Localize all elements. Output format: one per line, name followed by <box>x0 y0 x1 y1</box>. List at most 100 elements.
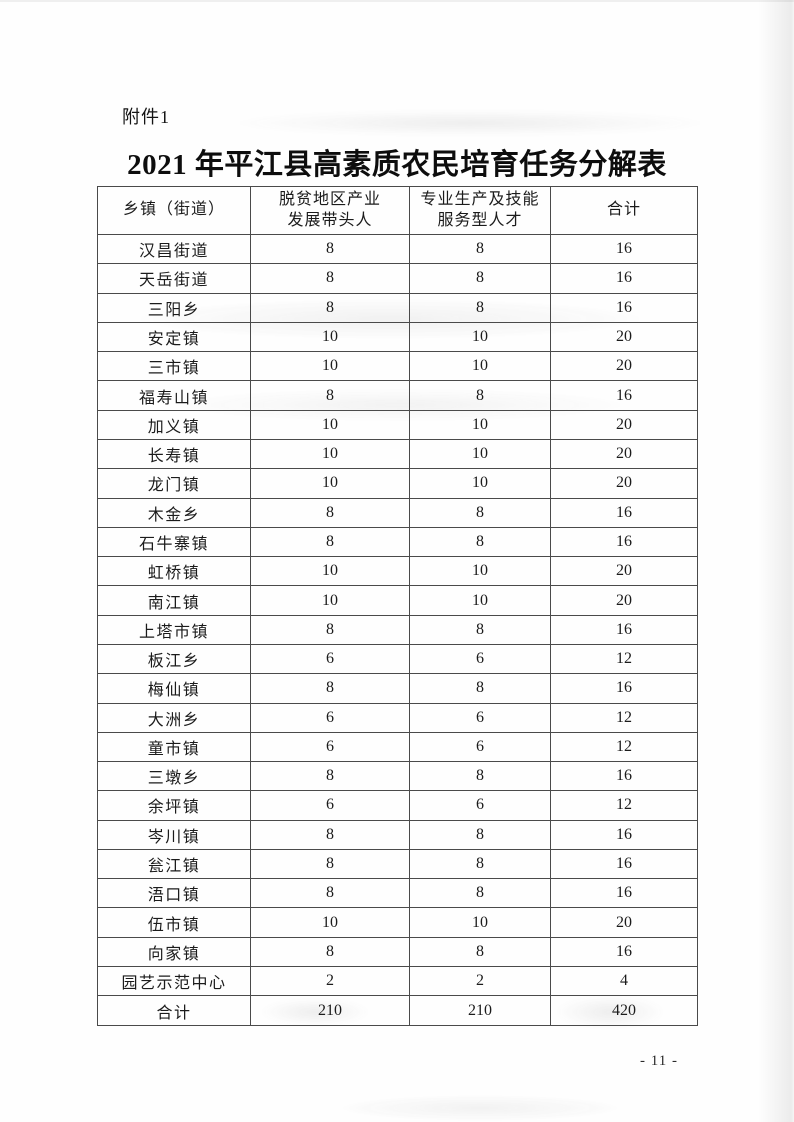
township-name-cell: 岑川镇 <box>97 819 251 850</box>
value-cell: 10 <box>250 409 410 440</box>
header-row: 乡镇（街道） 脱贫地区产业 发展带头人 专业生产及技能 服务型人才 合计 <box>97 186 698 235</box>
value-cell: 8 <box>250 526 410 558</box>
township-name-cell: 长寿镇 <box>97 438 251 470</box>
col-header-skill-service-talents: 专业生产及技能 服务型人才 <box>409 186 551 235</box>
task-table-container: 乡镇（街道） 脱贫地区产业 发展带头人 专业生产及技能 服务型人才 合计 汉昌街… <box>97 186 698 1026</box>
value-cell: 420 <box>550 995 698 1026</box>
township-name-cell: 石牛寨镇 <box>97 526 251 558</box>
value-cell: 10 <box>250 556 410 587</box>
value-cell: 6 <box>250 702 410 733</box>
table-row: 汉昌街道 8 8 16 <box>97 233 698 265</box>
value-cell: 8 <box>409 614 551 645</box>
township-name-cell: 梅仙镇 <box>97 673 251 704</box>
scan-smudge <box>230 110 710 136</box>
value-cell: 8 <box>250 233 410 265</box>
value-cell: 8 <box>250 673 410 704</box>
col-header-township: 乡镇（街道） <box>97 186 251 235</box>
value-cell: 20 <box>550 585 698 616</box>
value-cell: 8 <box>409 819 551 850</box>
value-cell: 16 <box>550 936 698 968</box>
township-name-cell: 福寿山镇 <box>97 380 251 411</box>
value-cell: 8 <box>250 292 410 323</box>
total-label-cell: 合计 <box>97 995 251 1026</box>
table-row: 伍市镇 10 10 20 <box>97 907 698 938</box>
value-cell: 6 <box>409 702 551 733</box>
value-cell: 10 <box>409 556 551 587</box>
table-row: 上塔市镇 8 8 16 <box>97 614 698 645</box>
document-title: 2021 年平江县高素质农民培育任务分解表 <box>127 149 667 181</box>
value-cell: 8 <box>409 233 551 265</box>
value-cell: 8 <box>409 848 551 880</box>
value-cell: 10 <box>409 438 551 470</box>
table-row: 安定镇 10 10 20 <box>97 321 698 353</box>
value-cell: 8 <box>409 673 551 704</box>
table-row: 板江乡 6 6 12 <box>97 643 698 675</box>
table-row: 三阳乡 8 8 16 <box>97 292 698 323</box>
value-cell: 20 <box>550 409 698 440</box>
value-cell: 210 <box>409 995 551 1026</box>
value-cell: 8 <box>250 848 410 880</box>
township-name-cell: 三墩乡 <box>97 761 251 792</box>
value-cell: 10 <box>250 351 410 382</box>
township-name-cell: 汉昌街道 <box>97 233 251 265</box>
value-cell: 16 <box>550 614 698 645</box>
township-name-cell: 天岳街道 <box>97 263 251 294</box>
value-cell: 8 <box>409 761 551 792</box>
table-row: 加义镇 10 10 20 <box>97 409 698 440</box>
value-cell: 20 <box>550 321 698 353</box>
value-cell: 20 <box>550 556 698 587</box>
value-cell: 16 <box>550 497 698 528</box>
township-name-cell: 三阳乡 <box>97 292 251 323</box>
col-header-industry-leaders: 脱贫地区产业 发展带头人 <box>250 186 410 235</box>
table-row: 虹桥镇 10 10 20 <box>97 556 698 587</box>
township-name-cell: 余坪镇 <box>97 790 251 821</box>
township-name-cell: 上塔市镇 <box>97 614 251 645</box>
value-cell: 6 <box>409 790 551 821</box>
value-cell: 2 <box>250 966 410 997</box>
attachment-label: 附件1 <box>122 107 170 127</box>
value-cell: 20 <box>550 438 698 470</box>
township-name-cell: 向家镇 <box>97 936 251 968</box>
township-name-cell: 加义镇 <box>97 409 251 440</box>
township-name-cell: 木金乡 <box>97 497 251 528</box>
table-row: 龙门镇 10 10 20 <box>97 468 698 499</box>
table-row: 浯口镇 8 8 16 <box>97 878 698 909</box>
value-cell: 6 <box>409 731 551 763</box>
value-cell: 16 <box>550 292 698 323</box>
value-cell: 8 <box>409 526 551 558</box>
value-cell: 8 <box>409 263 551 294</box>
total-row: 合计 210 210 420 <box>97 995 698 1026</box>
value-cell: 8 <box>409 292 551 323</box>
value-cell: 8 <box>250 936 410 968</box>
table-row: 木金乡 8 8 16 <box>97 497 698 528</box>
table-row: 余坪镇 6 6 12 <box>97 790 698 821</box>
table-row: 童市镇 6 6 12 <box>97 731 698 763</box>
value-cell: 20 <box>550 907 698 938</box>
township-name-cell: 龙门镇 <box>97 468 251 499</box>
table-row: 岑川镇 8 8 16 <box>97 819 698 850</box>
value-cell: 8 <box>409 380 551 411</box>
table-row: 向家镇 8 8 16 <box>97 936 698 968</box>
table-row: 梅仙镇 8 8 16 <box>97 673 698 704</box>
township-name-cell: 瓮江镇 <box>97 848 251 880</box>
table-row: 福寿山镇 8 8 16 <box>97 380 698 411</box>
value-cell: 8 <box>409 497 551 528</box>
table-row: 石牛寨镇 8 8 16 <box>97 526 698 558</box>
value-cell: 6 <box>250 731 410 763</box>
township-name-cell: 浯口镇 <box>97 878 251 909</box>
value-cell: 12 <box>550 702 698 733</box>
value-cell: 8 <box>250 497 410 528</box>
value-cell: 20 <box>550 468 698 499</box>
value-cell: 10 <box>250 585 410 616</box>
value-cell: 6 <box>250 790 410 821</box>
township-name-cell: 板江乡 <box>97 643 251 675</box>
value-cell: 8 <box>250 263 410 294</box>
value-cell: 12 <box>550 790 698 821</box>
value-cell: 10 <box>409 907 551 938</box>
table-body: 汉昌街道 8 8 16 天岳街道 8 8 16 三阳乡 8 8 16 安定镇 10 10 20 三市镇 10 10 2… <box>97 233 698 1026</box>
value-cell: 16 <box>550 848 698 880</box>
township-name-cell: 三市镇 <box>97 351 251 382</box>
township-name-cell: 安定镇 <box>97 321 251 353</box>
value-cell: 10 <box>409 585 551 616</box>
